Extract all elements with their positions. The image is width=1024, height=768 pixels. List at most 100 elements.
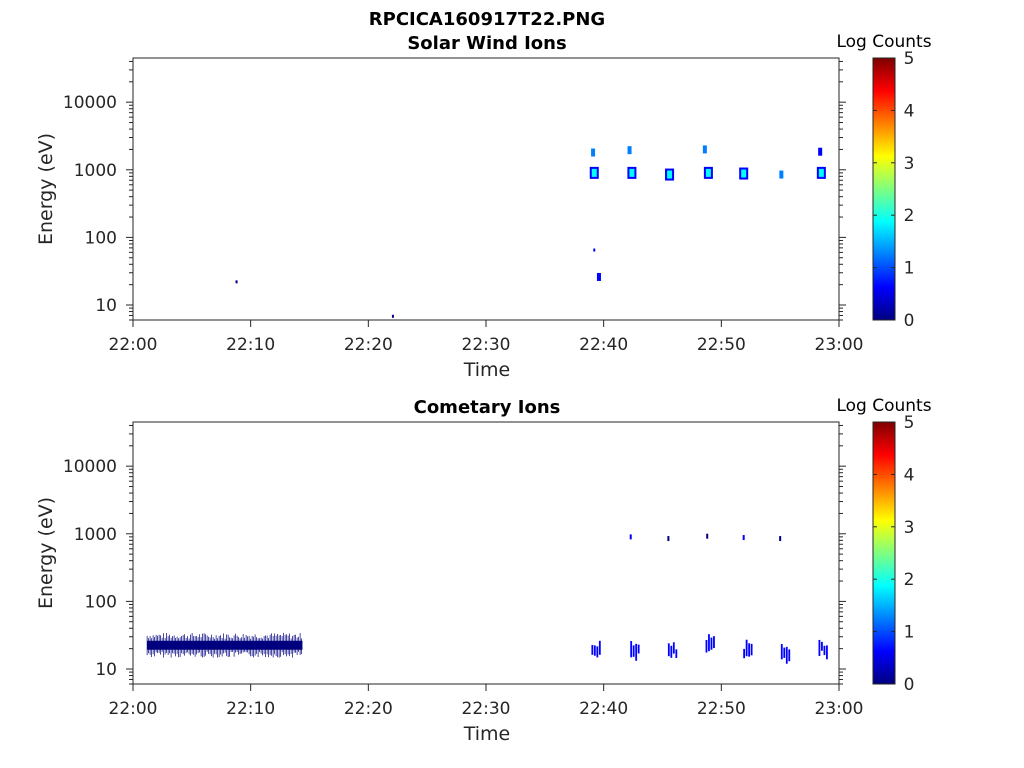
blob-mark <box>627 146 632 155</box>
x-tick-label: 22:40 <box>579 699 628 719</box>
blob-tick-mark <box>783 647 786 658</box>
blob-mark <box>706 533 709 539</box>
blob-tick-mark <box>743 648 746 659</box>
colorbar-tick-label: 3 <box>904 154 915 174</box>
colorbar-tick-label: 1 <box>904 623 915 643</box>
colorbar-tick-label: 0 <box>904 311 915 331</box>
colorbar-title-solar-wind: Log Counts <box>836 32 931 52</box>
colorbar-tick-label: 3 <box>904 518 915 538</box>
data-blob <box>703 166 713 179</box>
blob-tick-mark <box>591 644 594 655</box>
data-blob <box>706 533 709 539</box>
colorbar-title-cometary: Log Counts <box>836 396 931 416</box>
blob-tick-mark <box>630 641 633 658</box>
blob-mark <box>593 248 596 252</box>
colorbar-tick-label: 4 <box>904 465 915 485</box>
data-blob <box>702 145 707 154</box>
blob-tick-mark <box>710 637 713 650</box>
data-blob <box>391 314 394 318</box>
y-axis-label-solar-wind: Energy (eV) <box>35 133 57 245</box>
y-axis-label-cometary: Energy (eV) <box>35 497 57 609</box>
data-blob <box>630 641 640 661</box>
blob-tick-mark <box>596 646 599 658</box>
blob-tick-mark <box>823 645 826 656</box>
data-blob <box>742 535 745 541</box>
blob-core-mark <box>629 168 635 177</box>
blob-mark <box>779 170 784 179</box>
data-blob <box>593 248 596 252</box>
x-tick-label: 22:20 <box>344 335 393 355</box>
panel-title-cometary: Cometary Ions <box>414 397 561 418</box>
plot-area-solar-wind <box>132 57 840 321</box>
x-tick-label: 22:40 <box>579 335 628 355</box>
colorbar-gradient <box>872 421 896 685</box>
blob-tick-mark <box>821 641 823 651</box>
data-blob <box>665 168 675 181</box>
x-axis-label-solar-wind: Time <box>463 359 511 381</box>
y-tick-label: 10 <box>95 296 117 316</box>
blob-tick-mark <box>748 643 751 657</box>
blob-tick-mark <box>788 649 791 662</box>
data-blob <box>818 147 823 156</box>
blob-core-mark <box>818 168 824 177</box>
data-blob <box>627 146 632 155</box>
y-tick-label: 100 <box>85 228 117 248</box>
blob-tick-mark <box>667 643 670 657</box>
data-marks-solar-wind <box>235 145 826 318</box>
colorbar-gradient <box>872 57 896 321</box>
x-axis-label-cometary: Time <box>463 723 511 745</box>
colorbar-cometary: 0 1 2 3 4 5 <box>872 413 915 695</box>
blob-mark <box>235 280 238 284</box>
data-blob <box>629 534 632 540</box>
blob-tick-mark <box>632 645 635 657</box>
blob-mark <box>702 145 707 154</box>
blob-tick-mark <box>780 644 783 660</box>
colorbar-tick-label: 5 <box>904 49 915 69</box>
blob-mark <box>591 148 596 157</box>
y-tick-label: 1000 <box>74 161 117 181</box>
blob-tick-mark <box>672 642 675 654</box>
blob-mark <box>667 536 670 542</box>
x-axis-cometary: 22:00 22:10 22:20 22:30 22:40 22:50 23:00 <box>109 684 864 719</box>
colorbar-tick-label: 1 <box>904 259 915 279</box>
y-tick-label: 100 <box>85 592 117 612</box>
blob-tick-mark <box>750 643 753 656</box>
data-blob <box>667 642 678 658</box>
blob-tick-mark <box>785 646 788 664</box>
data-blob <box>780 644 791 664</box>
blob-tick-mark <box>598 640 601 655</box>
blob-tick-mark <box>826 645 828 660</box>
x-axis-solar-wind: 22:00 22:10 22:20 22:30 22:40 22:50 23:00 <box>109 320 864 355</box>
colorbar-tick-label: 2 <box>904 206 915 226</box>
blob-tick-mark <box>708 634 710 652</box>
data-blob <box>627 166 637 179</box>
data-blob <box>235 280 238 284</box>
blob-mark <box>742 535 745 541</box>
data-marks-cometary <box>146 533 828 664</box>
blob-mark <box>596 272 601 281</box>
blob-tick-mark <box>637 644 640 654</box>
x-tick-label: 22:00 <box>109 699 158 719</box>
x-tick-label: 22:30 <box>462 699 511 719</box>
panel-title-solar-wind: Solar Wind Ions <box>407 33 566 54</box>
x-tick-label: 22:50 <box>697 699 746 719</box>
blob-tick-mark <box>670 645 673 658</box>
blob-tick-mark <box>593 645 596 656</box>
x-tick-label: 22:10 <box>226 699 275 719</box>
data-blob <box>596 272 601 281</box>
blob-tick-mark <box>705 639 708 653</box>
y-tick-label: 10 <box>95 660 117 680</box>
y-tick-label: 1000 <box>74 525 117 545</box>
y-tick-label: 10000 <box>63 93 117 113</box>
blob-mark <box>629 534 632 540</box>
colorbar-tick-label: 0 <box>904 675 915 695</box>
data-blob <box>779 536 782 542</box>
figure-title: RPCICA160917T22.PNG <box>369 9 605 30</box>
data-blob <box>779 170 784 179</box>
y-axis-solar-wind: 10 100 1000 10000 <box>63 60 846 321</box>
x-tick-label: 23:00 <box>815 335 864 355</box>
data-blob <box>705 634 715 653</box>
